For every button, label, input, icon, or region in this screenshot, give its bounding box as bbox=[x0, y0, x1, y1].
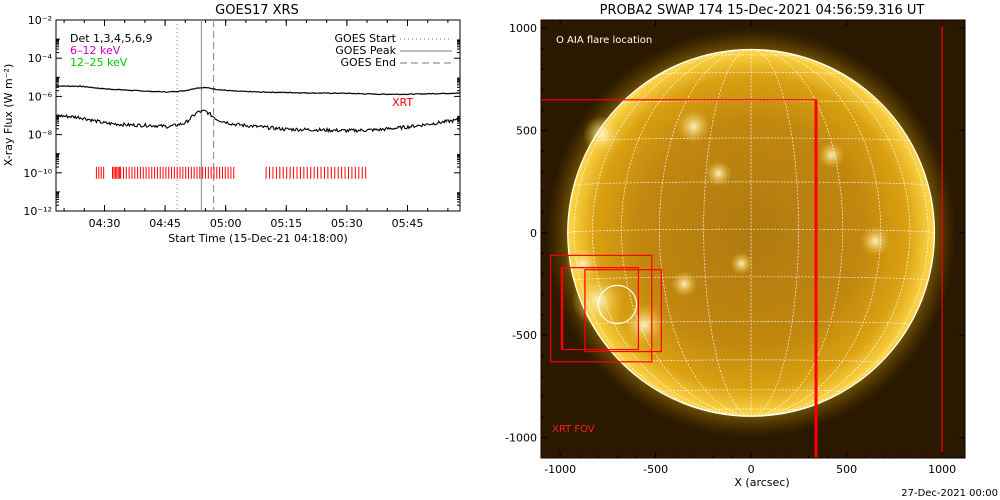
longitude-line bbox=[751, 49, 799, 417]
goes-x-tick-label: 05:30 bbox=[331, 217, 363, 230]
swap-y-tick-label: 1000 bbox=[509, 22, 537, 35]
swap-x-axis: -1000 -500 0 500 1000 bbox=[544, 20, 962, 476]
active-region bbox=[583, 115, 622, 154]
heliographic-grid bbox=[567, 49, 935, 417]
latitude-line bbox=[567, 228, 935, 234]
goes-x-tick-label: 04:30 bbox=[89, 217, 121, 230]
aia-legend: O AIA flare location bbox=[556, 35, 652, 46]
xrt-fov-large bbox=[541, 20, 943, 458]
goes-y-axis: 10⁻¹² 10⁻¹⁰ 10⁻⁸ 10⁻⁶ 10⁻⁴ 10⁻² bbox=[23, 14, 460, 218]
goes-markers bbox=[176, 20, 215, 211]
active-region bbox=[676, 109, 711, 144]
swap-title: PROBA2 SWAP 174 15-Dec-2021 04:56:59.316… bbox=[600, 3, 925, 18]
goes-y-tick-label: 10⁻¹⁰ bbox=[23, 167, 52, 180]
goes-series-line bbox=[56, 85, 461, 96]
swap-x-tick-label: 500 bbox=[836, 463, 857, 476]
latitude-line bbox=[659, 71, 843, 75]
goes-xrs-chart: GOES17 XRS 10⁻¹² 10⁻¹⁰ 10⁻⁸ 10⁻⁶ 10⁻⁴ 10⁻² 04… bbox=[2, 3, 461, 245]
xrt-observation-ticks bbox=[95, 166, 367, 179]
latitude-line bbox=[703, 54, 799, 57]
swap-x-axis-label: X (arcsec) bbox=[734, 476, 789, 489]
xrt-annotation: XRT bbox=[392, 96, 413, 109]
goes-y-tick-label: 10⁻¹² bbox=[23, 205, 52, 218]
longitude-line bbox=[573, 49, 752, 417]
active-region bbox=[623, 303, 666, 346]
legend-goes-start: GOES Start bbox=[335, 32, 397, 45]
latitude-line bbox=[592, 137, 911, 142]
goes-x-tick-label: 05:45 bbox=[392, 217, 424, 230]
goes-y-tick-label: 10⁻⁶ bbox=[28, 90, 53, 103]
swap-x-tick-label: -500 bbox=[643, 463, 668, 476]
goes-series-line bbox=[55, 109, 461, 134]
xrt-fov-box bbox=[584, 269, 662, 353]
swap-x-tick-label: 1000 bbox=[928, 463, 956, 476]
latitude-line bbox=[573, 276, 929, 281]
latitude-line bbox=[659, 389, 843, 392]
goes-x-axis-label: Start Time (15-Dec-21 04:18:00) bbox=[168, 232, 348, 245]
active-region bbox=[859, 225, 891, 257]
timestamp: 27-Dec-2021 00:00 bbox=[901, 488, 998, 499]
xrt-fov-boxes bbox=[541, 20, 943, 458]
active-region bbox=[730, 252, 753, 276]
swap-y-tick-label: -500 bbox=[512, 329, 537, 342]
swap-y-tick-label: 500 bbox=[516, 125, 537, 138]
aia-flare-circle bbox=[597, 284, 638, 325]
active-region bbox=[817, 141, 845, 169]
goes-x-tick-label: 05:00 bbox=[210, 217, 242, 230]
goes-chart-title: GOES17 XRS bbox=[215, 3, 299, 18]
legend-goes-end: GOES End bbox=[340, 56, 396, 69]
swap-plot-frame bbox=[540, 19, 966, 459]
longitude-line bbox=[751, 49, 911, 417]
goes-series bbox=[55, 85, 461, 134]
goes-x-tick-label: 05:15 bbox=[270, 217, 302, 230]
latitude-line bbox=[621, 100, 881, 104]
longitude-line bbox=[703, 49, 752, 417]
swap-y-axis: -1000 -500 0 500 1000 bbox=[505, 22, 965, 445]
latitude-line bbox=[703, 408, 799, 411]
goes-x-axis: 04:30 04:45 05:00 05:15 05:30 05:45 bbox=[63, 20, 449, 230]
goes-y-tick-label: 10⁻² bbox=[28, 14, 52, 27]
goes-y-tick-label: 10⁻⁸ bbox=[28, 129, 53, 142]
active-region bbox=[705, 160, 732, 187]
goes-y-tick-label: 10⁻⁴ bbox=[28, 52, 53, 65]
legend-12-25kev: 12–25 keV bbox=[70, 56, 128, 69]
swap-y-tick-label: 0 bbox=[530, 227, 537, 240]
legend-6-12kev: 6–12 keV bbox=[70, 44, 121, 57]
xrt-fov-box bbox=[549, 254, 653, 363]
solar-limb bbox=[567, 48, 936, 417]
legend-goes-peak: GOES Peak bbox=[335, 44, 396, 57]
swap-x-tick-label: -1000 bbox=[544, 463, 576, 476]
swap-image-panel: PROBA2 SWAP 174 15-Dec-2021 04:56:59.316… bbox=[505, 3, 998, 499]
legend-det: Det 1,3,4,5,6,9 bbox=[70, 32, 153, 45]
xrt-fov-label: XRT FOV bbox=[552, 424, 595, 435]
active-region bbox=[670, 270, 698, 298]
goes-x-tick-label: 04:45 bbox=[149, 217, 181, 230]
swap-x-tick-label: 0 bbox=[748, 463, 755, 476]
latitude-line bbox=[573, 181, 929, 186]
latitude-line bbox=[621, 359, 882, 363]
swap-y-tick-label: -1000 bbox=[505, 432, 537, 445]
goes-y-axis-label: X-ray Flux (W m⁻²) bbox=[2, 64, 15, 166]
